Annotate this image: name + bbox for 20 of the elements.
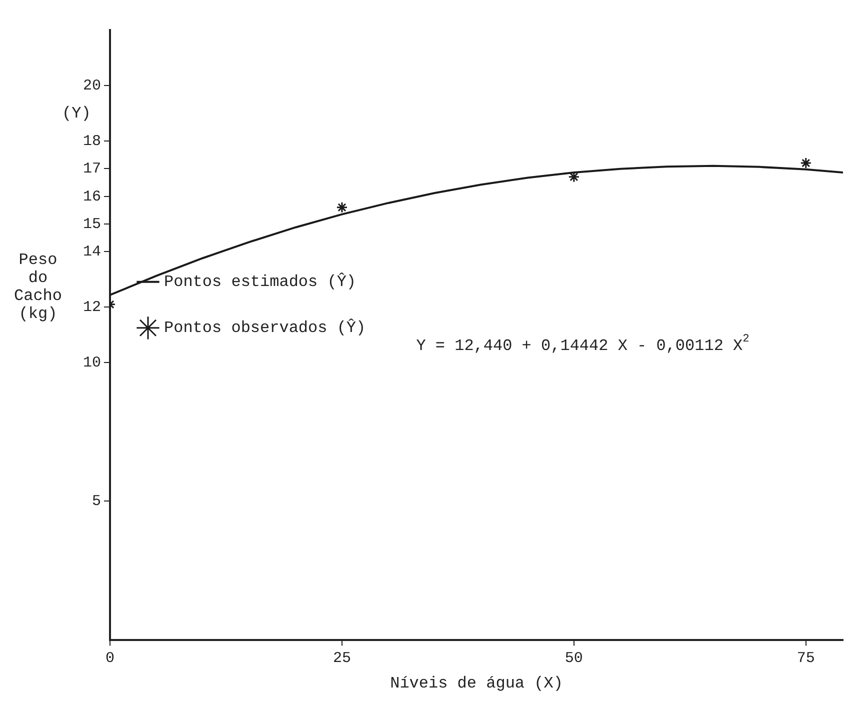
x-tick-label: 25 bbox=[332, 650, 351, 667]
x-tick-label: 0 bbox=[105, 650, 115, 667]
y-axis-title: Peso do Cacho (kg) bbox=[14, 250, 62, 323]
y-tick-label: 18 bbox=[82, 132, 102, 150]
y-tick-label: 10 bbox=[82, 354, 102, 372]
y-tick-label: 20 bbox=[82, 77, 102, 94]
point bbox=[800, 157, 812, 169]
y-tick-label: 16 bbox=[82, 188, 102, 206]
legend-label: Pontos estimados (Ŷ) bbox=[164, 272, 356, 292]
x-tick-label: 50 bbox=[564, 650, 583, 667]
x-axis-title: Níveis de água (X) bbox=[390, 674, 563, 693]
y-tick-label: 15 bbox=[82, 216, 102, 233]
x-tick-label: 75 bbox=[796, 650, 815, 667]
text: (Y) bbox=[62, 104, 91, 122]
y-tick-label: 14 bbox=[82, 244, 102, 261]
legend-label: Pontos observados (Ŷ) bbox=[164, 318, 366, 338]
point bbox=[336, 202, 348, 214]
y-tick-label: 5 bbox=[92, 493, 102, 510]
y-tick-label: 17 bbox=[82, 160, 102, 178]
y-tick-label: 12 bbox=[82, 299, 102, 316]
